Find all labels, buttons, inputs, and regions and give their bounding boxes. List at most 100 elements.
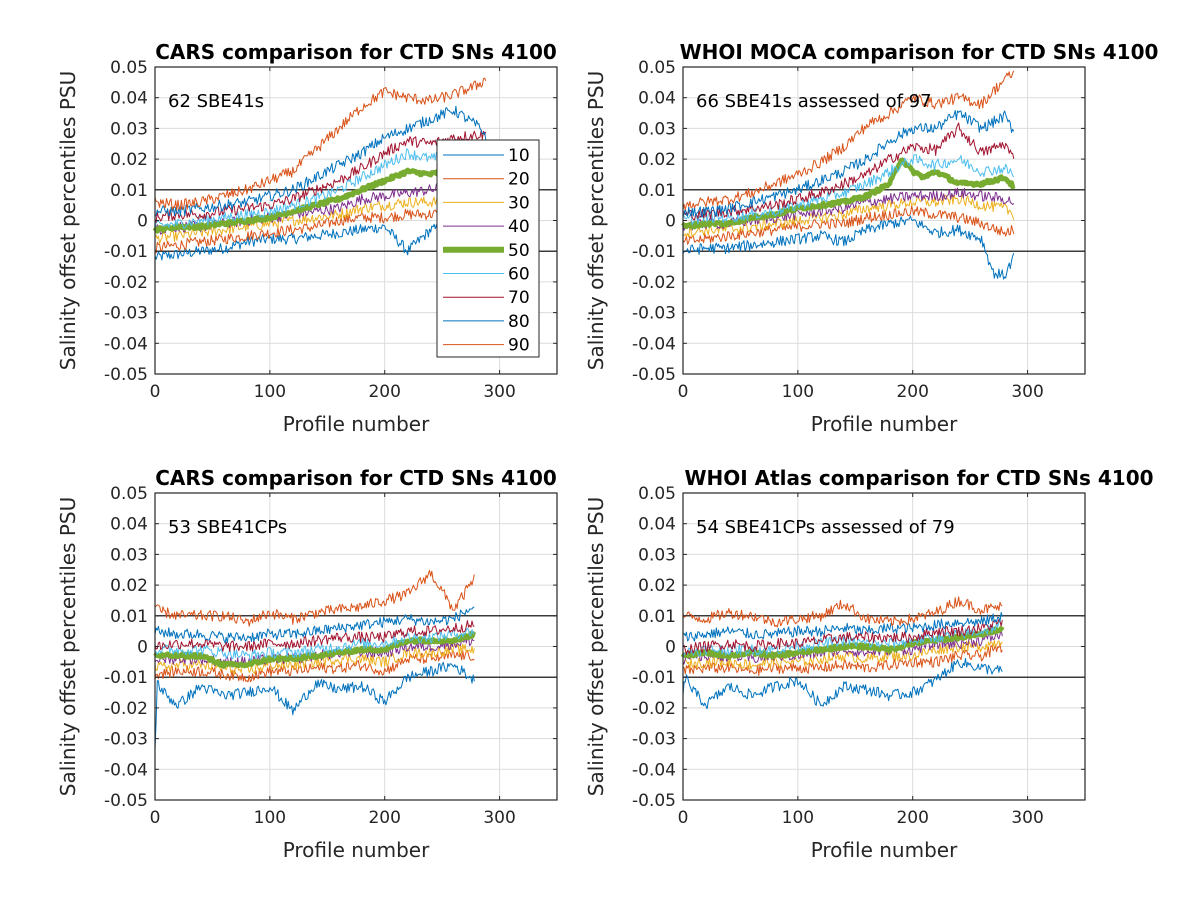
legend-label-p70: 70: [508, 288, 530, 308]
y-tick-label: 0.03: [110, 545, 148, 565]
y-tick-label: 0.05: [110, 58, 148, 78]
y-tick-label: -0.02: [632, 699, 676, 719]
series-line-p80: [154, 606, 475, 644]
y-tick-label: -0.02: [104, 699, 148, 719]
series-line-p20: [682, 205, 1015, 245]
x-tick-label: 200: [368, 808, 400, 828]
x-tick-label: 300: [483, 808, 515, 828]
x-tick-label: 0: [150, 382, 161, 402]
series-line-p50: [152, 160, 488, 234]
float-count-annotation: 66 SBE41s assessed of 97: [696, 91, 932, 112]
legend-label-p30: 30: [508, 193, 530, 213]
series-line-p10: [682, 215, 1015, 280]
series-line-p10: [154, 661, 475, 750]
series-line-p90: [682, 70, 1015, 211]
chart-title: CARS comparison for CTD SNs 4100: [155, 466, 557, 490]
series-line-p70: [154, 129, 487, 223]
series-line-p90: [154, 569, 475, 627]
y-tick-label: 0.05: [638, 484, 676, 504]
y-axis-label: Salinity offset percentiles PSU: [584, 71, 608, 370]
y-tick-label: 0.01: [110, 607, 148, 627]
chart-title: CARS comparison for CTD SNs 4100: [155, 40, 557, 64]
subplot-4: 0 100 200 300 -0.05 -0.04 -0.03 -0.02 -0.01 0 0.01…: [584, 466, 1154, 862]
y-tick-label: -0.05: [104, 365, 148, 385]
y-tick-label: 0.04: [110, 89, 148, 109]
y-tick-label: -0.04: [104, 334, 148, 354]
series-line-p70: [682, 122, 1015, 221]
series-line-p80: [682, 612, 1003, 642]
series-line-p20: [154, 201, 487, 254]
x-axis-label: Profile number: [811, 412, 958, 436]
x-tick-label: 200: [896, 808, 928, 828]
y-tick-label: 0: [137, 212, 148, 232]
y-axis-label: Salinity offset percentiles PSU: [584, 497, 608, 796]
subplot-3: 0 100 200 300 -0.05 -0.04 -0.03 -0.02 -0.01 0 0.01…: [56, 466, 558, 862]
y-tick-label: 0.04: [638, 515, 676, 535]
y-tick-label: -0.01: [632, 242, 676, 262]
y-tick-label: 0.01: [638, 607, 676, 627]
y-tick-label: 0.03: [638, 545, 676, 565]
series-line-p70: [154, 620, 475, 652]
legend-label-p40: 40: [508, 217, 530, 237]
y-tick-label: -0.02: [104, 273, 148, 293]
y-tick-label: -0.04: [104, 760, 148, 780]
series-line-p30: [154, 643, 475, 676]
y-tick-label: 0.03: [110, 119, 148, 139]
legend-label-p10: 10: [508, 146, 530, 166]
y-tick-label: 0.01: [110, 181, 148, 201]
series-line-p60: [154, 627, 475, 661]
y-tick-label: 0.01: [638, 181, 676, 201]
x-tick-label: 200: [368, 382, 400, 402]
x-tick-label: 100: [254, 808, 286, 828]
y-tick-label: -0.05: [632, 791, 676, 811]
x-tick-label: 300: [1011, 808, 1043, 828]
series-line-p80: [682, 110, 1015, 218]
x-tick-label: 100: [782, 808, 814, 828]
y-tick-label: 0.04: [110, 515, 148, 535]
x-tick-label: 100: [782, 382, 814, 402]
legend-label-p50: 50: [508, 241, 530, 261]
x-tick-label: 0: [678, 808, 689, 828]
series-line-p10: [682, 657, 1003, 710]
float-count-annotation: 54 SBE41CPs assessed of 79: [696, 517, 955, 538]
chart-title: WHOI Atlas comparison for CTD SNs 4100: [684, 466, 1153, 490]
series-line-p20: [682, 642, 1003, 676]
float-count-annotation: 62 SBE41s: [168, 91, 264, 112]
y-tick-label: 0.02: [110, 576, 148, 596]
y-tick-label: -0.01: [632, 668, 676, 688]
y-tick-label: 0.03: [638, 119, 676, 139]
series-line-p30: [682, 193, 1015, 238]
series-line-p90: [154, 77, 487, 211]
x-axis-label: Profile number: [283, 412, 430, 436]
y-tick-label: -0.05: [104, 791, 148, 811]
x-axis-label: Profile number: [283, 838, 430, 862]
y-tick-label: -0.03: [632, 730, 676, 750]
y-tick-label: -0.04: [632, 334, 676, 354]
y-axis-label: Salinity offset percentiles PSU: [56, 497, 80, 796]
y-tick-label: -0.01: [104, 242, 148, 262]
subplot-1: 0 100 200 300 -0.05 -0.04 -0.03 -0.02 -0.01 0 0.01…: [56, 40, 558, 436]
series-line-p80: [154, 105, 487, 217]
y-tick-label: 0.04: [638, 89, 676, 109]
subplot-2: 0 100 200 300 -0.05 -0.04 -0.03 -0.02 -0.01 0 0.01…: [584, 40, 1158, 436]
series-line-p50: [153, 630, 477, 669]
x-axis-label: Profile number: [811, 838, 958, 862]
y-tick-label: 0.02: [638, 150, 676, 170]
y-tick-label: 0.05: [638, 58, 676, 78]
x-tick-label: 0: [678, 382, 689, 402]
series-line-p50: [681, 157, 1016, 230]
series-line-p50: [680, 625, 1005, 660]
y-tick-label: -0.03: [104, 730, 148, 750]
x-tick-label: 0: [150, 808, 161, 828]
y-tick-label: -0.05: [632, 365, 676, 385]
legend: 10 20 30 40 50 60 70 80 90: [436, 139, 540, 358]
series-line-p10: [154, 208, 487, 261]
float-count-annotation: 53 SBE41CPs: [168, 517, 287, 538]
y-tick-label: -0.01: [104, 668, 148, 688]
legend-label-p20: 20: [508, 170, 530, 190]
y-tick-label: -0.03: [104, 304, 148, 324]
series-line-p60: [682, 621, 1003, 659]
y-tick-label: -0.02: [632, 273, 676, 293]
legend-label-p80: 80: [508, 312, 530, 332]
